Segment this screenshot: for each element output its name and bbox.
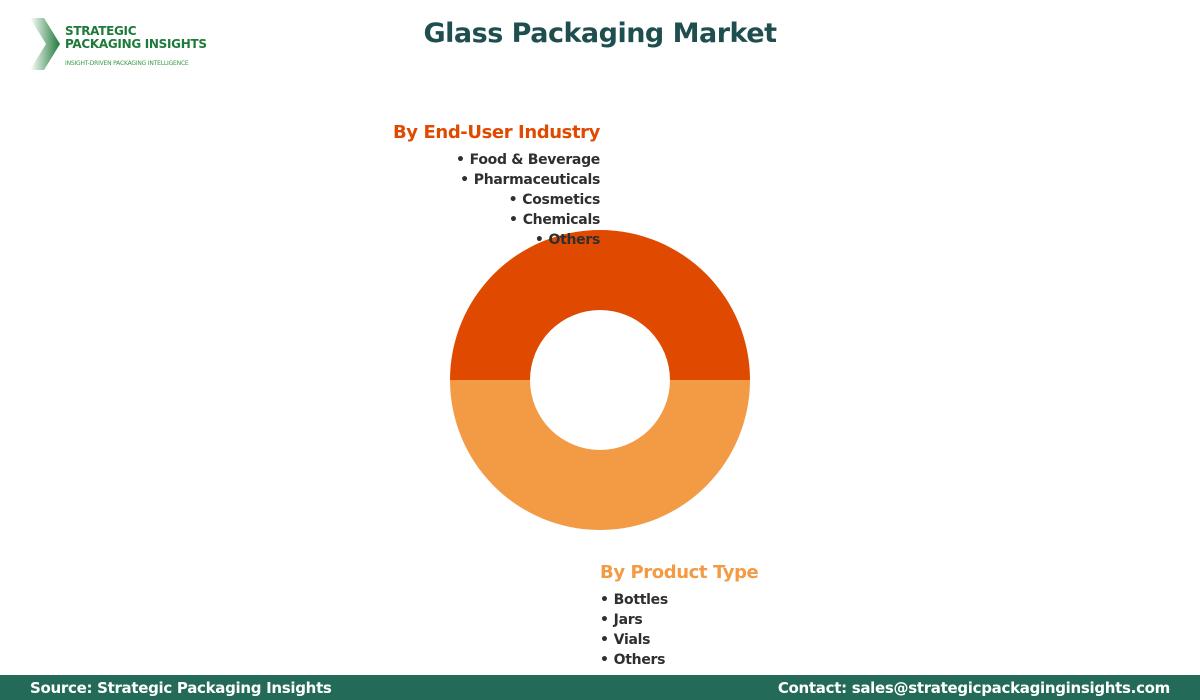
segment-product-type (450, 380, 750, 530)
page-title: Glass Packaging Market (423, 18, 777, 49)
segment-end-user-industry (450, 230, 750, 380)
list-item: Cosmetics (456, 190, 600, 210)
product-type-list: Bottles Jars Vials Others (600, 590, 669, 670)
list-item: Others (456, 230, 601, 250)
end-user-industry-list: Food & Beverage Pharmaceuticals Cosmetic… (456, 150, 601, 250)
chevron-logo-icon (30, 18, 60, 70)
donut-chart (450, 230, 750, 530)
list-item: Bottles (600, 590, 669, 610)
list-item: Food & Beverage (456, 150, 601, 170)
logo-name-line1: STRATEGIC (65, 24, 137, 38)
footer-bar: Source: Strategic Packaging Insights Con… (0, 675, 1200, 700)
list-item: Others (600, 650, 668, 670)
logo-tagline: INSIGHT-DRIVEN PACKAGING INTELLIGENCE (65, 60, 189, 67)
list-item: Vials (600, 630, 668, 650)
list-item: Chemicals (456, 210, 601, 230)
list-item: Pharmaceuticals (456, 170, 601, 190)
end-user-industry-title: By End-User Industry (392, 122, 600, 143)
contact-email[interactable]: Contact: sales@strategicpackaginginsight… (777, 679, 1170, 697)
source-text: Source: Strategic Packaging Insights (30, 679, 332, 697)
list-item: Jars (600, 610, 668, 630)
logo-name-line2: PACKAGING INSIGHTS (65, 37, 207, 51)
company-logo: STRATEGIC PACKAGING INSIGHTS INSIGHT-DRI… (30, 18, 220, 73)
product-type-title: By Product Type (600, 562, 759, 583)
